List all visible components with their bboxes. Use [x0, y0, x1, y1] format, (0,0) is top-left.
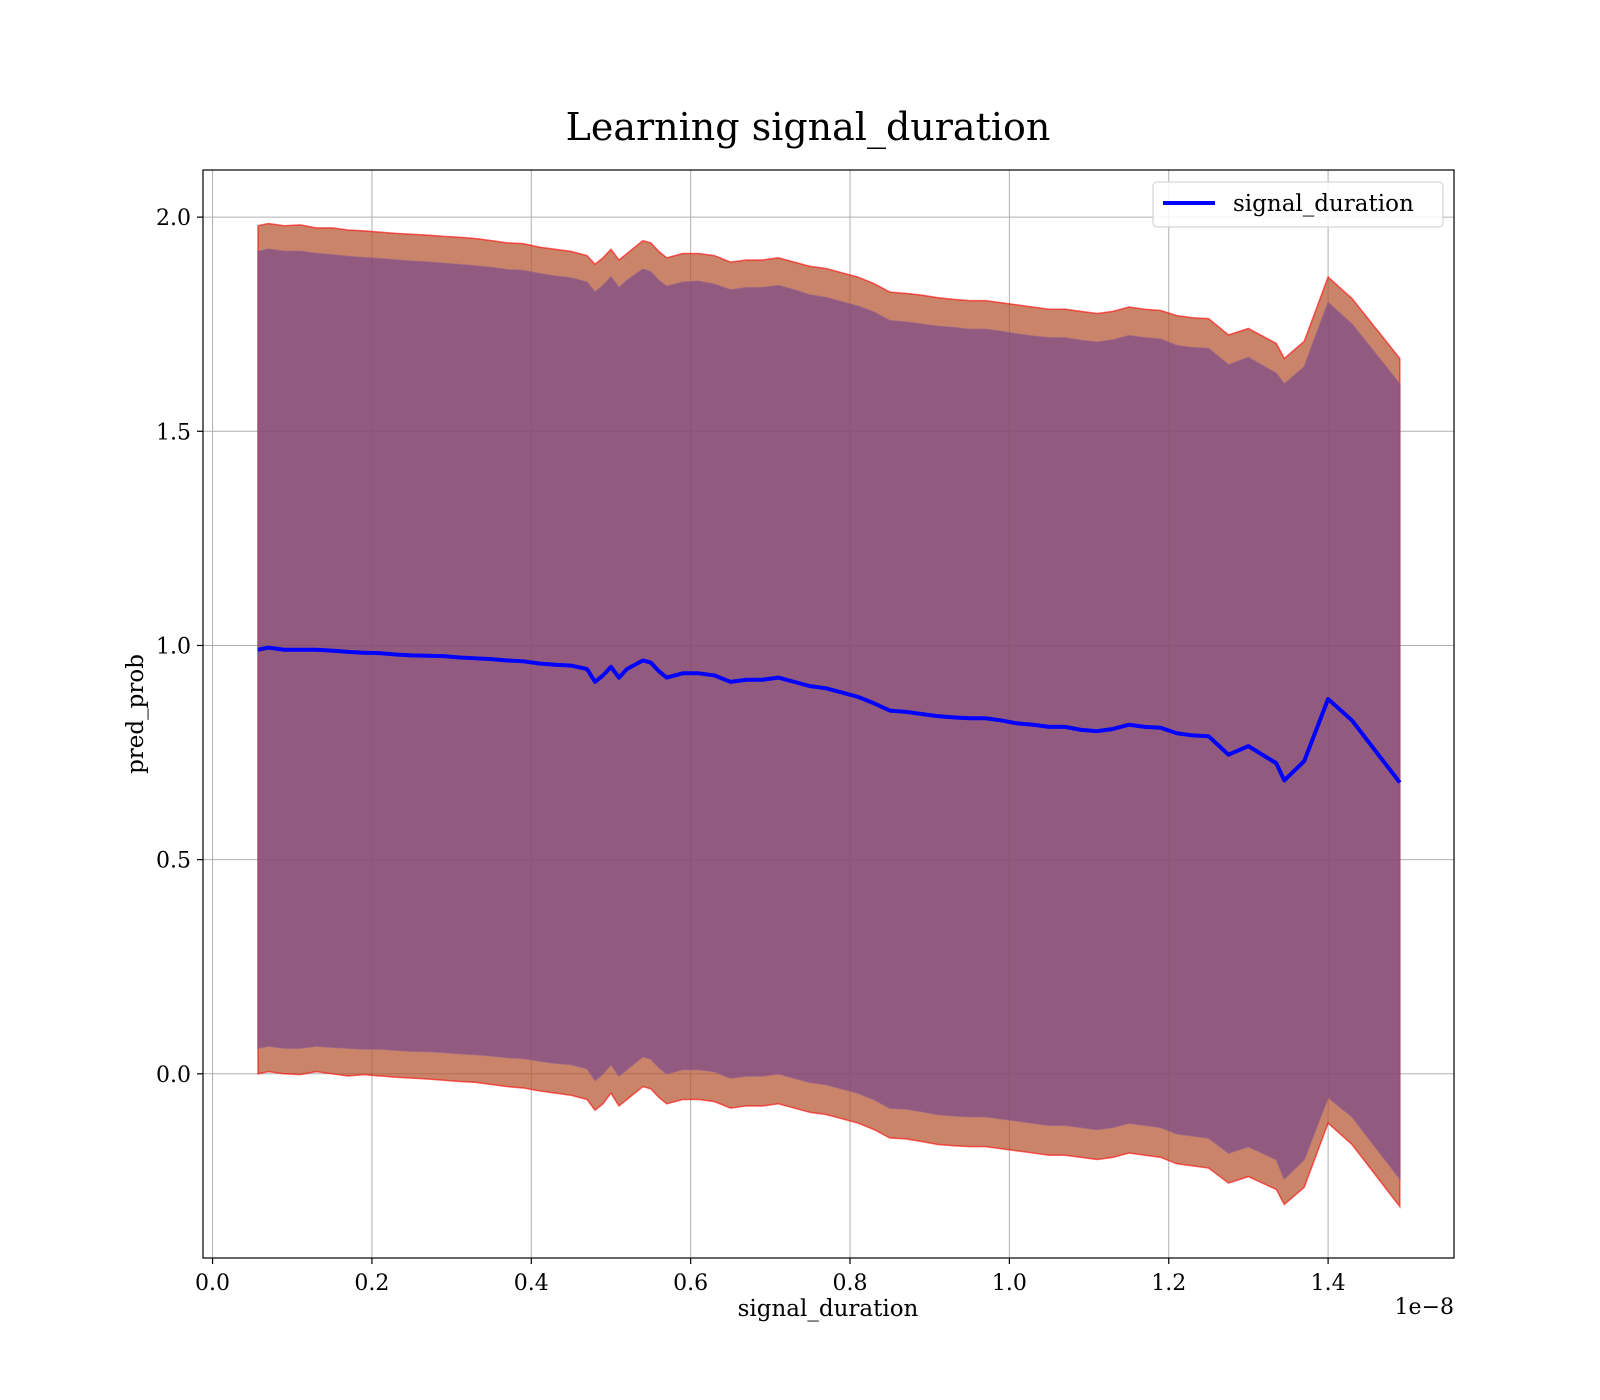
series-line-0 [257, 645, 1402, 784]
x-axis-ticks: 0.0 0.2 0.4 0.6 0.8 1.0 1.2 1.4 [195, 1258, 1346, 1296]
x-axis-label: signal_duration [738, 1296, 919, 1322]
x-tick-label-4: 0.8 [833, 1271, 868, 1296]
legend: signal_duration [1152, 181, 1444, 228]
x-axis-offset-label: 1e−8 [1395, 1295, 1454, 1320]
plot-frame [202, 169, 1455, 1259]
chart-title: Learning signal_duration [566, 105, 1051, 150]
series-lines [257, 645, 1402, 784]
y-axis-ticks: 0.0 0.5 1.0 1.5 2.0 [156, 206, 203, 1088]
y-tick-label-1: 0.5 [156, 849, 191, 874]
y-tick-label-3: 1.5 [156, 420, 191, 445]
inner-band [257, 248, 1401, 1181]
x-tick-label-5: 1.0 [992, 1271, 1027, 1296]
x-tick-label-7: 1.4 [1311, 1271, 1346, 1296]
x-tick-label-2: 0.4 [514, 1271, 549, 1296]
x-tick-label-3: 0.6 [673, 1271, 708, 1296]
legend-box [1152, 181, 1444, 228]
y-tick-label-2: 1.0 [156, 634, 191, 659]
x-tick-label-1: 0.2 [354, 1271, 389, 1296]
legend-label: signal_duration [1233, 191, 1414, 217]
y-tick-label-4: 2.0 [156, 206, 191, 231]
y-axis-label: pred_prob [123, 654, 149, 774]
x-tick-label-0: 0.0 [195, 1271, 230, 1296]
y-tick-label-0: 0.0 [156, 1063, 191, 1088]
confidence-bands [257, 222, 1401, 1209]
x-tick-label-6: 1.2 [1151, 1271, 1186, 1296]
